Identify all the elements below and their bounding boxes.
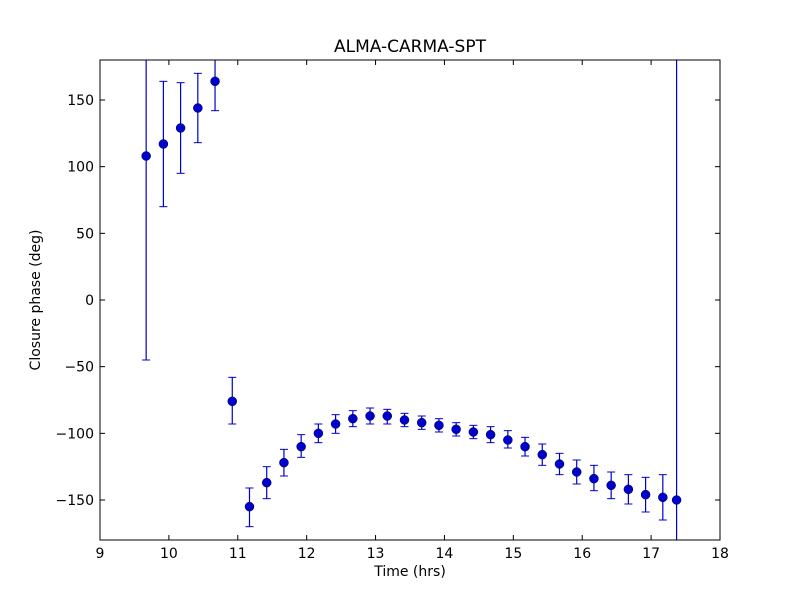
x-tick-label: 17 — [642, 546, 660, 562]
data-point-25 — [571, 459, 582, 485]
marker — [571, 467, 582, 477]
x-tick-label: 16 — [573, 546, 591, 562]
marker — [485, 429, 496, 440]
y-tick-label: 0 — [85, 293, 94, 309]
y-tick-label: 50 — [76, 226, 94, 242]
data-point-0 — [141, 60, 151, 361]
marker — [434, 420, 444, 431]
marker — [261, 477, 272, 488]
marker — [671, 495, 682, 505]
x-axis-label: Time (hrs) — [373, 564, 446, 580]
y-axis-ticks: −150 −100 −50 0 50 100 150 — [56, 93, 720, 509]
data-point-18 — [451, 422, 461, 437]
marker — [193, 103, 203, 113]
data-point-6 — [244, 487, 255, 528]
data-point-27 — [606, 471, 616, 500]
x-tick-label: 13 — [367, 546, 385, 562]
data-point-5 — [227, 376, 238, 425]
data-point-28 — [623, 474, 634, 505]
marker — [468, 427, 479, 437]
data-point-13 — [365, 407, 375, 425]
x-tick-label: 10 — [160, 546, 178, 562]
data-point-21 — [503, 430, 513, 449]
y-tick-label: 150 — [67, 93, 94, 109]
data-point-12 — [348, 410, 358, 428]
marker — [606, 480, 616, 491]
data-point-2 — [175, 82, 186, 174]
data-point-10 — [313, 423, 324, 444]
marker — [175, 123, 186, 133]
marker — [399, 415, 410, 425]
marker — [589, 473, 599, 484]
data-point-15 — [399, 412, 410, 428]
data-point-19 — [468, 424, 479, 440]
data-point-11 — [330, 414, 341, 434]
data-point-23 — [537, 443, 548, 466]
marker — [330, 419, 341, 429]
data-point-20 — [485, 426, 496, 444]
data-point-3 — [193, 72, 203, 144]
x-tick-label: 18 — [711, 546, 729, 562]
y-tick-label: −100 — [56, 426, 94, 442]
marker — [227, 396, 238, 407]
x-tick-label: 9 — [96, 546, 105, 562]
x-tick-label: 11 — [229, 546, 247, 562]
y-tick-label: −150 — [56, 493, 94, 509]
y-tick-label: −50 — [64, 360, 94, 376]
marker — [537, 449, 548, 460]
data-point-30 — [658, 474, 668, 521]
plot-area — [99, 59, 721, 541]
x-tick-label: 14 — [436, 546, 454, 562]
marker — [658, 492, 668, 503]
chart-title: ALMA-CARMA-SPT — [334, 37, 487, 57]
marker — [279, 457, 289, 468]
marker — [244, 501, 255, 512]
marker — [210, 76, 220, 87]
data-point-1 — [158, 80, 169, 208]
marker — [141, 151, 151, 161]
data-point-7 — [261, 466, 272, 500]
marker — [520, 441, 530, 452]
marker — [416, 417, 427, 428]
data-point-9 — [296, 434, 306, 458]
data-point-29 — [640, 476, 651, 513]
marker — [640, 489, 651, 500]
marker — [365, 411, 375, 421]
data-point-26 — [589, 464, 599, 492]
x-tick-label: 12 — [298, 546, 316, 562]
y-tick-label: 100 — [67, 160, 94, 176]
marker — [158, 139, 169, 149]
marker — [348, 413, 358, 424]
x-tick-label: 15 — [504, 546, 522, 562]
data-layer — [141, 60, 682, 540]
data-point-4 — [210, 60, 220, 112]
data-point-17 — [434, 418, 444, 433]
marker — [623, 484, 634, 495]
marker — [503, 435, 513, 445]
data-point-14 — [382, 408, 393, 425]
data-point-31 — [671, 60, 682, 540]
x-axis-ticks: 9 10 11 12 13 14 15 16 17 18 — [96, 60, 729, 562]
y-axis-label: Closure phase (deg) — [28, 230, 44, 371]
marker — [296, 441, 306, 452]
marker — [451, 424, 461, 435]
marker — [382, 411, 393, 421]
data-point-8 — [279, 448, 289, 477]
data-point-22 — [520, 436, 530, 457]
data-point-16 — [416, 415, 427, 430]
data-point-24 — [554, 452, 565, 476]
marker — [313, 428, 324, 439]
marker — [554, 459, 565, 469]
